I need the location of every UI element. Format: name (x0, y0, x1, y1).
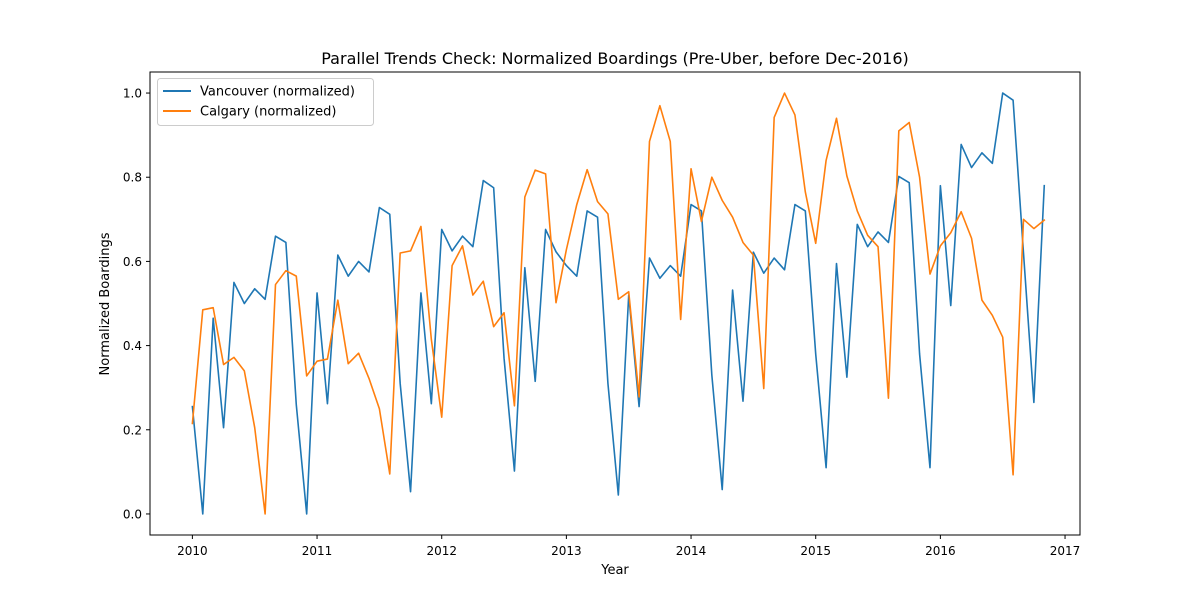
y-tick-label: 1.0 (123, 87, 142, 101)
x-tick-label: 2012 (426, 544, 457, 558)
y-tick-label: 0.6 (123, 255, 142, 269)
y-tick-label: 0.0 (123, 507, 142, 521)
y-axis-label: Normalized Boardings (98, 232, 113, 375)
chart-title: Parallel Trends Check: Normalized Boardi… (321, 49, 908, 68)
legend-label-calgary: Calgary (normalized) (200, 105, 336, 120)
x-tick-label: 2017 (1050, 544, 1081, 558)
y-tick-label: 0.8 (123, 171, 142, 185)
x-tick-label: 2014 (676, 544, 707, 558)
legend-box (157, 78, 374, 126)
x-axis-label: Year (600, 563, 629, 578)
legend: Vancouver (normalized) Calgary (normaliz… (157, 78, 374, 126)
y-axis: 0.0 0.2 0.4 0.6 0.8 1.0 (123, 87, 150, 521)
x-tick-label: 2013 (551, 544, 582, 558)
plot-area (149, 71, 1081, 536)
y-tick-label: 0.4 (123, 339, 142, 353)
x-axis: 2010 2011 2012 2013 2014 2015 2016 2017 (177, 535, 1080, 558)
x-tick-label: 2015 (800, 544, 831, 558)
series-line-vancouver (191, 92, 1046, 515)
x-tick-label: 2016 (925, 544, 956, 558)
x-tick-label: 2010 (177, 544, 208, 558)
series-layer (191, 92, 1046, 515)
axes-frame (149, 71, 1081, 536)
legend-label-vancouver: Vancouver (normalized) (200, 85, 355, 100)
y-tick-label: 0.2 (123, 423, 142, 437)
series-line-calgary (191, 92, 1046, 515)
x-tick-label: 2011 (302, 544, 333, 558)
